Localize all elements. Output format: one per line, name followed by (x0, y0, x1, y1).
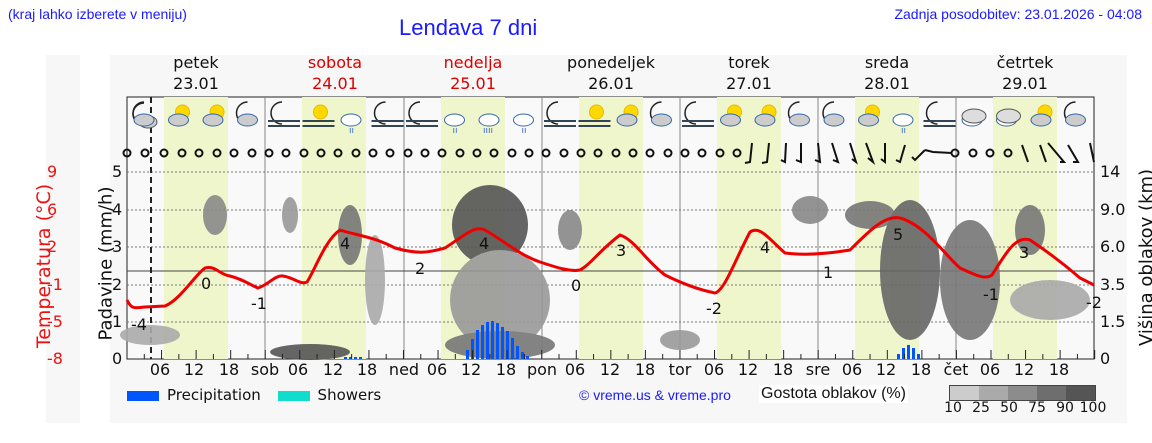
precipitation-swatch (127, 390, 159, 401)
sun-cloud-icon (720, 104, 742, 127)
showers-swatch (277, 390, 310, 401)
temp-tick: 2 (47, 237, 58, 256)
temp-axis-label: Temperatura (°C) (33, 183, 56, 349)
rain-tick: 1 (112, 312, 123, 331)
sun-cloud-icon (1030, 104, 1053, 127)
temp-axis-band (46, 55, 80, 423)
svg-text:4: 4 (760, 238, 770, 257)
cloud-drizzle-icon: ıı (892, 113, 914, 136)
legend-showers: Showers (317, 386, 382, 404)
svg-text:-2: -2 (706, 299, 722, 318)
svg-text:4: 4 (340, 234, 350, 253)
temperature-line (125, 216, 1095, 310)
rain-tick: 4 (112, 200, 123, 219)
svg-text:3: 3 (1019, 243, 1029, 262)
svg-text:4: 4 (479, 234, 489, 253)
cloud-axis-band (1095, 55, 1127, 423)
rain-tick: 0 (112, 349, 123, 368)
cloud-drizzle-icon: ıı (513, 113, 534, 136)
moon-fog-icon (682, 101, 714, 127)
cloud-tick: 6.0 (1100, 237, 1126, 256)
cloud-tick: 0 (1100, 349, 1111, 368)
svg-text:ıı: ıı (522, 126, 527, 136)
rain-axis-label: Padavine (mm/h) (95, 186, 117, 341)
rain-tick: 2 (112, 275, 123, 294)
cloud-tick: 9.0 (1100, 200, 1126, 219)
cloud-icon (961, 108, 987, 127)
temp-tick: -1 (47, 275, 63, 294)
wind-indicators (122, 142, 1095, 166)
sun-cloud-icon (616, 104, 639, 127)
svg-text:3: 3 (616, 241, 626, 260)
moon-cloud-icon (649, 101, 672, 127)
legend: Precipitation Showers (127, 386, 381, 404)
sun-cloud-icon (858, 104, 880, 127)
svg-text:5: 5 (893, 225, 903, 244)
day-header: torek 27.01 (726, 53, 772, 93)
rain-tick: 3 (112, 237, 123, 256)
chart-title: Lendava 7 dni (399, 15, 538, 40)
svg-text:0: 0 (571, 276, 581, 295)
moon-cloud-icon (787, 101, 810, 127)
moon-cloud-icon (235, 101, 258, 127)
temp-tick: 9 (47, 162, 58, 181)
svg-text:ıı: ıı (453, 126, 458, 136)
svg-text:-1: -1 (983, 285, 999, 304)
sun-cloud-icon (202, 104, 225, 127)
cloud-tick: 1.5 (1100, 312, 1126, 331)
svg-text:ıı: ıı (349, 126, 354, 136)
temp-label: -4 (131, 315, 147, 334)
precipitation-bars (344, 321, 920, 359)
sun-fog-icon (302, 104, 335, 127)
copyright-link[interactable]: © vreme.us & vreme.pro (579, 387, 731, 403)
moon-cloud-icon (132, 101, 155, 127)
cloud-rain-icon: ıııı (478, 113, 500, 136)
sun-fog-icon (578, 104, 611, 127)
svg-text:2: 2 (415, 259, 425, 278)
cloud-density-label: Gostota oblakov (%) (759, 385, 908, 403)
region-menu-hint: (kraj lahko izberete v meniju) (8, 6, 187, 22)
sun-cloud-icon (754, 104, 777, 127)
last-updated: Zadnja posodobitev: 23.01.2026 - 04:08 (894, 6, 1142, 22)
temp-tick: 6 (47, 200, 58, 219)
cloud-tick: 3.5 (1100, 275, 1126, 294)
moon-fog-icon (406, 101, 438, 127)
cloud-axis-label: Višina oblakov (km) (1136, 168, 1152, 347)
moon-fog-icon (544, 101, 576, 127)
cloud-density-scale (949, 385, 1096, 401)
cloud-density-ticks: 10 25 50 75 90 100 (944, 400, 1107, 416)
svg-text:1: 1 (823, 263, 833, 282)
day-header: četrtek 29.01 (996, 53, 1054, 93)
cloud-icon (996, 108, 1021, 127)
moon-cloud-icon (1063, 101, 1086, 127)
day-header: petek 23.01 (173, 53, 219, 93)
day-header: ponedeljek 26.01 (567, 53, 655, 93)
svg-text:-2: -2 (1086, 293, 1102, 312)
rain-tick: 5 (112, 162, 123, 181)
cloud-drizzle-icon: ıı (444, 113, 465, 136)
cloud-drizzle-icon: ıı (340, 113, 362, 136)
moon-fog-icon (268, 101, 300, 127)
temp-tick: -8 (47, 349, 63, 368)
sun-cloud-icon (168, 104, 190, 127)
svg-text:ıı: ıı (901, 126, 906, 136)
day-header: sreda 28.01 (864, 53, 910, 93)
legend-precipitation: Precipitation (167, 386, 261, 404)
svg-text:-1: -1 (251, 294, 267, 313)
svg-text:0: 0 (201, 274, 211, 293)
moon-fog-icon (923, 101, 956, 127)
day-header: nedelja 25.01 (443, 53, 503, 93)
temp-tick: -5 (47, 312, 63, 331)
moon-cloud-icon (822, 101, 845, 127)
day-header: sobota 24.01 (307, 53, 363, 93)
cloud-tick: 14 (1100, 162, 1121, 181)
svg-text:ıııı: ıııı (483, 126, 493, 136)
moon-fog-icon (371, 101, 404, 127)
